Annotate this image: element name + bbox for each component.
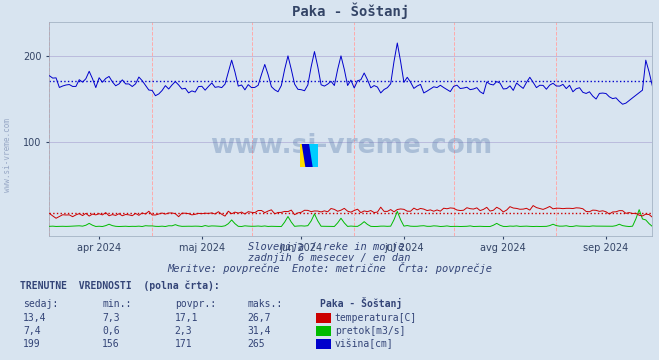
Text: maks.:: maks.: bbox=[247, 299, 282, 309]
Text: sedaj:: sedaj: bbox=[23, 299, 58, 309]
Polygon shape bbox=[302, 144, 313, 167]
Text: povpr.:: povpr.: bbox=[175, 299, 215, 309]
Text: 17,1: 17,1 bbox=[175, 313, 198, 323]
Text: 26,7: 26,7 bbox=[247, 313, 271, 323]
Text: 2,3: 2,3 bbox=[175, 326, 192, 336]
Text: 13,4: 13,4 bbox=[23, 313, 47, 323]
Bar bbox=[300, 144, 309, 167]
Text: pretok[m3/s]: pretok[m3/s] bbox=[335, 326, 405, 336]
Text: 0,6: 0,6 bbox=[102, 326, 120, 336]
Text: Paka - Šoštanj: Paka - Šoštanj bbox=[320, 297, 402, 309]
Text: zadnjih 6 mesecev / en dan: zadnjih 6 mesecev / en dan bbox=[248, 253, 411, 263]
Text: višina[cm]: višina[cm] bbox=[335, 339, 393, 349]
Text: temperatura[C]: temperatura[C] bbox=[335, 313, 417, 323]
Text: min.:: min.: bbox=[102, 299, 132, 309]
Text: 31,4: 31,4 bbox=[247, 326, 271, 336]
Text: 7,3: 7,3 bbox=[102, 313, 120, 323]
Text: Meritve: povprečne  Enote: metrične  Črta: povprečje: Meritve: povprečne Enote: metrične Črta:… bbox=[167, 262, 492, 274]
Polygon shape bbox=[309, 144, 318, 167]
Text: 265: 265 bbox=[247, 339, 265, 349]
Text: TRENUTNE  VREDNOSTI  (polna črta):: TRENUTNE VREDNOSTI (polna črta): bbox=[20, 280, 219, 291]
Text: www.si-vreme.com: www.si-vreme.com bbox=[210, 133, 492, 159]
Text: www.si-vreme.com: www.si-vreme.com bbox=[3, 118, 13, 192]
Text: 7,4: 7,4 bbox=[23, 326, 41, 336]
Text: Slovenija / reke in morje.: Slovenija / reke in morje. bbox=[248, 242, 411, 252]
Title: Paka - Šoštanj: Paka - Šoštanj bbox=[293, 3, 409, 19]
Text: 171: 171 bbox=[175, 339, 192, 349]
Text: 156: 156 bbox=[102, 339, 120, 349]
Text: 199: 199 bbox=[23, 339, 41, 349]
